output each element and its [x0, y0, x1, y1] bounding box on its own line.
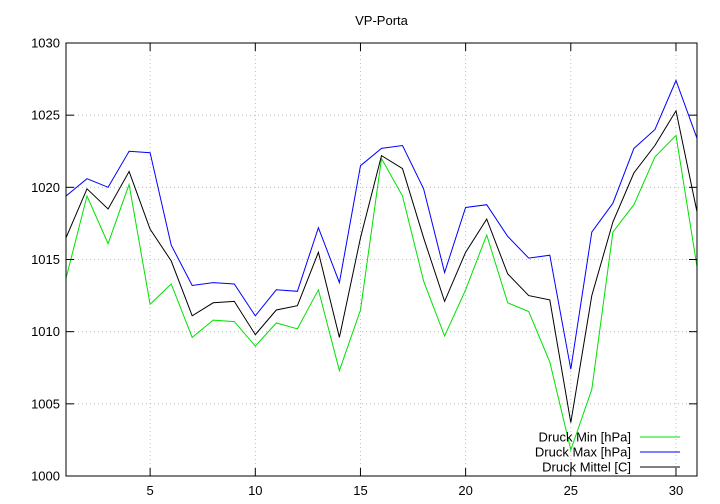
series-line-1	[65, 134, 698, 452]
legend-label-2: Druck Max [hPa]	[535, 445, 631, 460]
series-lines	[65, 79, 698, 452]
series-line-2	[65, 79, 698, 370]
series-line-3	[65, 109, 698, 423]
x-tick-label: 30	[669, 483, 683, 498]
x-tick-label: 25	[564, 483, 578, 498]
y-tick-label: 1000	[31, 469, 60, 484]
axis-ticks	[66, 42, 697, 477]
y-tick-label: 1030	[31, 36, 60, 51]
x-tick-label: 10	[248, 483, 262, 498]
y-tick-label: 1025	[31, 108, 60, 123]
y-tick-label: 1020	[31, 180, 60, 195]
legend-label-3: Druck Mittel [C]	[542, 460, 631, 475]
x-tick-label: 5	[147, 483, 154, 498]
x-tick-label: 20	[458, 483, 472, 498]
x-tick-label: 15	[353, 483, 367, 498]
grid	[66, 43, 697, 476]
legend-label-1: Druck Min [hPa]	[539, 430, 631, 445]
chart-title: VP-Porta	[355, 13, 409, 28]
y-tick-label: 1010	[31, 324, 60, 339]
y-tick-label: 1005	[31, 396, 60, 411]
y-tick-label: 1015	[31, 252, 60, 267]
legend: Druck Min [hPa]Druck Max [hPa]Druck Mitt…	[535, 430, 680, 475]
